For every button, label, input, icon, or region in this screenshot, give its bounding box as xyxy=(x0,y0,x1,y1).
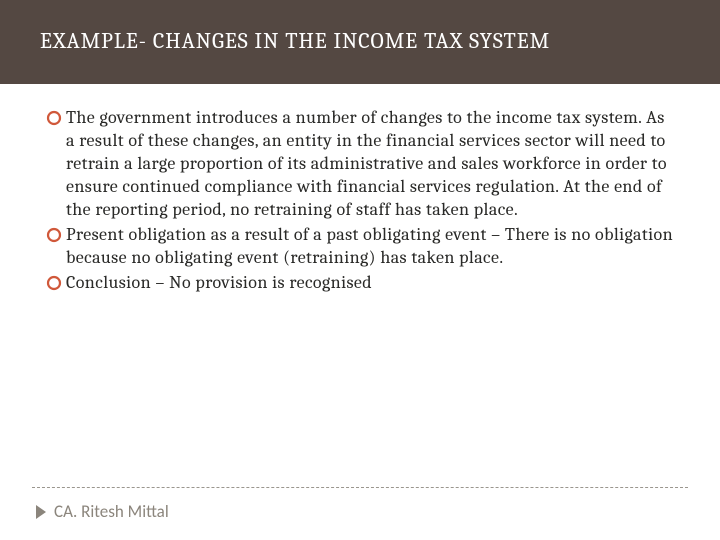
footer-author: CA. Ritesh Mittal xyxy=(54,501,169,522)
ring-bullet-icon xyxy=(46,227,62,243)
slide-title: EXAMPLE- CHANGES IN THE INCOME TAX SYSTE… xyxy=(40,28,550,54)
bullet-item: Conclusion – No provision is recognised xyxy=(46,271,674,294)
bullet-text: The government introduces a number of ch… xyxy=(66,106,674,221)
ring-bullet-icon xyxy=(46,110,62,126)
bullet-text: Present obligation as a result of a past… xyxy=(66,223,674,269)
slide: EXAMPLE- CHANGES IN THE INCOME TAX SYSTE… xyxy=(0,0,720,540)
slide-title-bar: EXAMPLE- CHANGES IN THE INCOME TAX SYSTE… xyxy=(0,0,720,84)
slide-footer: CA. Ritesh Mittal xyxy=(36,501,169,522)
bullet-item: Present obligation as a result of a past… xyxy=(46,223,674,269)
bullet-text: Conclusion – No provision is recognised xyxy=(66,271,674,294)
play-arrow-icon xyxy=(36,505,46,519)
footer-separator xyxy=(32,487,688,488)
ring-bullet-icon xyxy=(46,275,62,291)
bullet-item: The government introduces a number of ch… xyxy=(46,106,674,221)
slide-body: The government introduces a number of ch… xyxy=(0,84,720,294)
